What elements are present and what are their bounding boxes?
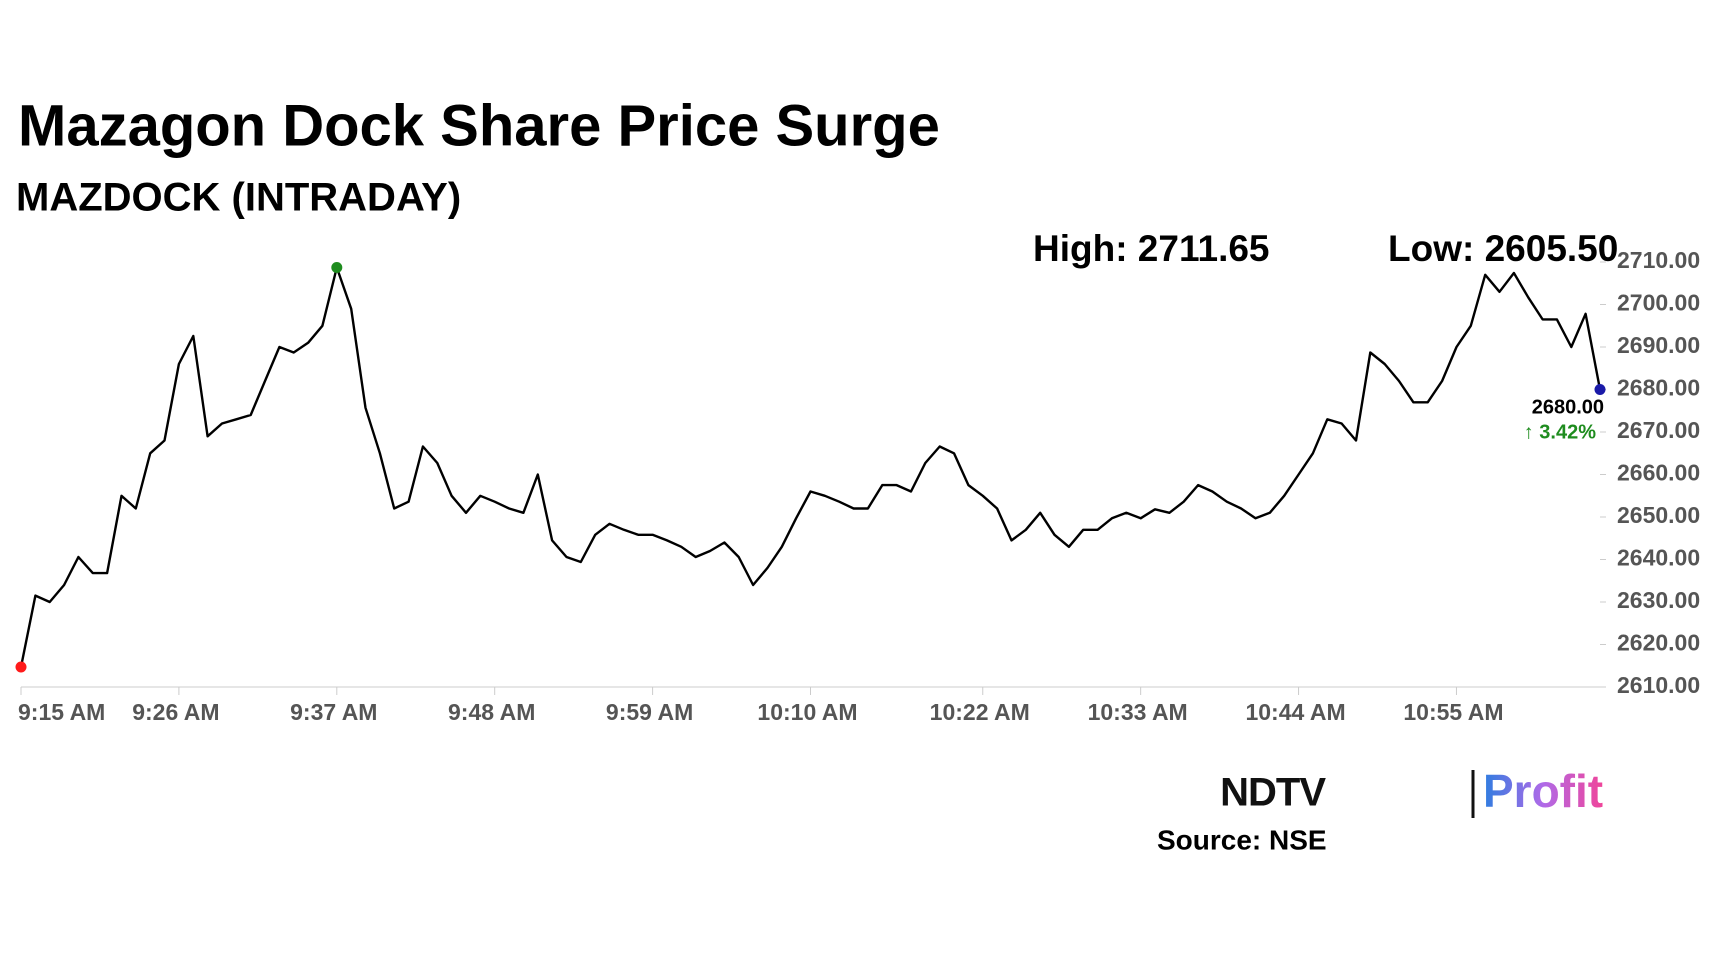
x-tick-label: 9:15 AM — [18, 699, 105, 725]
x-tick-label: 10:22 AM — [930, 699, 1030, 725]
y-tick-label: 2670.00 — [1617, 417, 1700, 443]
y-tick-label: 2710.00 — [1617, 247, 1700, 273]
price-line — [19, 266, 1602, 668]
brand-ndtv: NDTV — [1220, 771, 1326, 815]
end-dot — [1594, 384, 1606, 395]
x-tick-label: 9:59 AM — [606, 699, 693, 725]
x-tick-label: 10:55 AM — [1403, 699, 1503, 725]
last-value-label: 2680.00 — [1532, 396, 1604, 418]
y-tick-label: 2700.00 — [1617, 290, 1700, 316]
x-tick-label: 10:44 AM — [1245, 699, 1345, 725]
start-dot — [15, 661, 27, 673]
y-tick-label: 2640.00 — [1617, 545, 1700, 571]
brand-profit: Profit — [1483, 765, 1603, 817]
y-tick-label: 2610.00 — [1617, 672, 1700, 698]
y-tick-label: 2680.00 — [1617, 375, 1700, 401]
high-annotation: High: 2711.65 — [1033, 228, 1270, 269]
x-tick-label: 9:26 AM — [132, 699, 219, 725]
x-tick-label: 9:37 AM — [290, 699, 377, 725]
y-tick-label: 2650.00 — [1617, 502, 1700, 528]
x-tick-label: 10:33 AM — [1088, 699, 1188, 725]
source: Source: NSE — [1157, 824, 1327, 855]
chart-subtitle: MAZDOCK (INTRADAY) — [16, 176, 461, 220]
low-annotation: Low: 2605.50 — [1388, 228, 1618, 269]
y-tick-label: 2630.00 — [1617, 587, 1700, 613]
y-tick-label: 2690.00 — [1617, 332, 1700, 358]
chart-title: Mazagon Dock Share Price Surge — [18, 93, 940, 158]
x-tick-label: 10:10 AM — [757, 699, 857, 725]
x-tick-label: 9:48 AM — [448, 699, 535, 725]
high-dot — [331, 262, 343, 274]
y-tick-label: 2620.00 — [1617, 630, 1700, 656]
change-label: ↑ 3.42% — [1524, 421, 1596, 443]
y-tick-label: 2660.00 — [1617, 460, 1700, 486]
